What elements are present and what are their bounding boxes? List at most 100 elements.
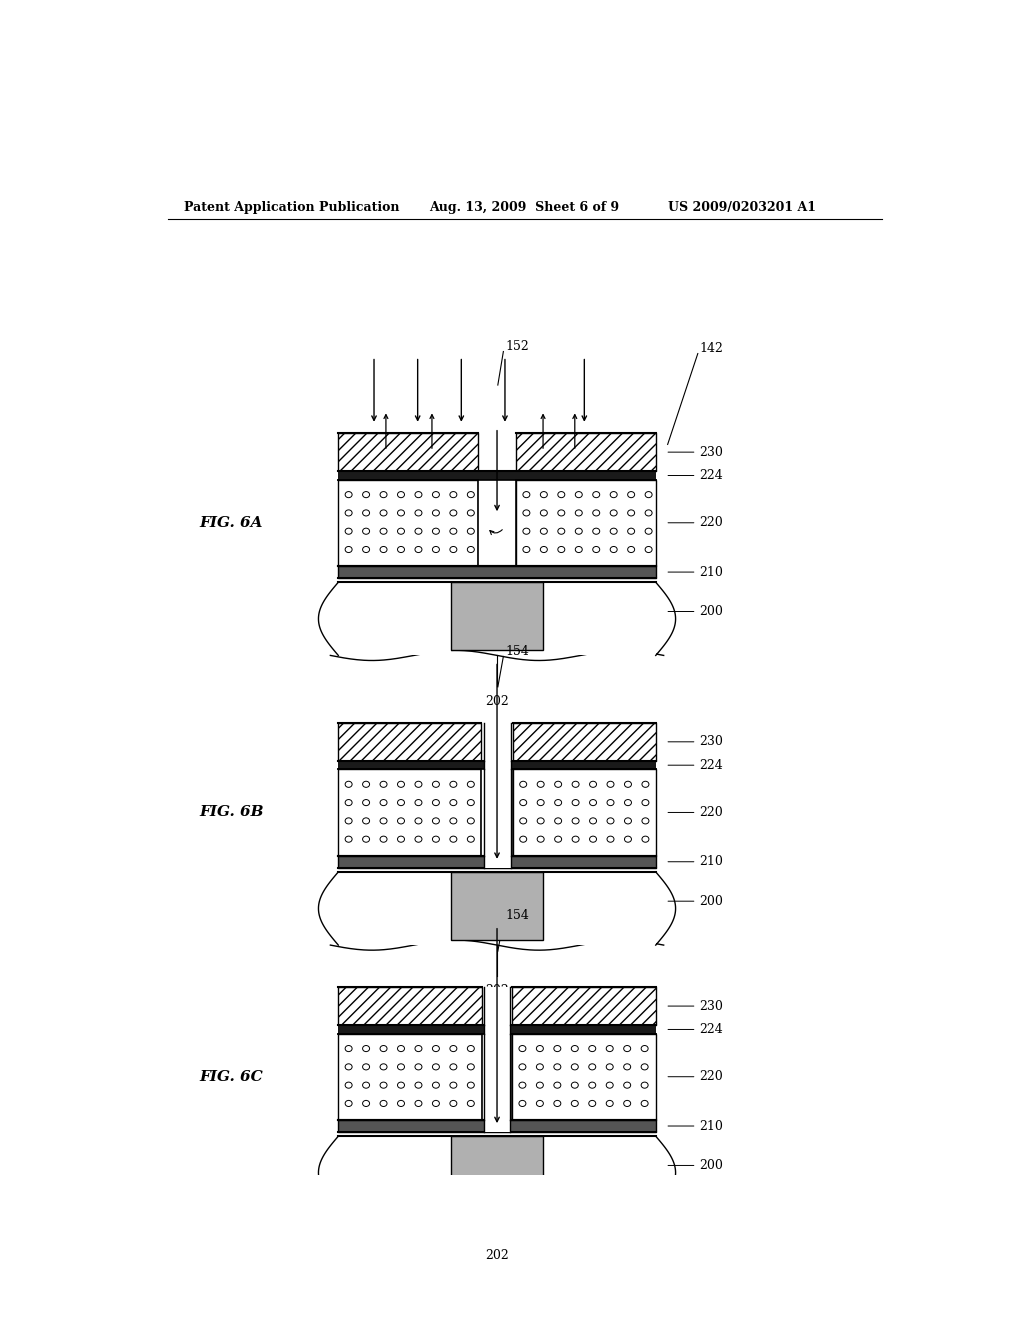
- Ellipse shape: [467, 1064, 474, 1071]
- Bar: [483, 770, 511, 855]
- Ellipse shape: [415, 546, 422, 553]
- Ellipse shape: [362, 818, 370, 824]
- Ellipse shape: [520, 818, 526, 824]
- Ellipse shape: [397, 510, 404, 516]
- Ellipse shape: [397, 1101, 404, 1106]
- Ellipse shape: [641, 1101, 648, 1106]
- Ellipse shape: [523, 546, 529, 553]
- Bar: [482, 1034, 512, 1119]
- Bar: [484, 1026, 510, 1034]
- Ellipse shape: [467, 781, 474, 787]
- Ellipse shape: [450, 1082, 457, 1088]
- Ellipse shape: [590, 836, 597, 842]
- Ellipse shape: [558, 510, 565, 516]
- Bar: [338, 1137, 451, 1209]
- Bar: [484, 987, 510, 1026]
- Ellipse shape: [641, 1045, 648, 1052]
- Ellipse shape: [537, 1101, 544, 1106]
- Ellipse shape: [450, 510, 457, 516]
- Ellipse shape: [575, 510, 583, 516]
- Ellipse shape: [362, 546, 370, 553]
- Ellipse shape: [575, 491, 583, 498]
- Bar: [543, 582, 655, 656]
- Ellipse shape: [467, 836, 474, 842]
- Ellipse shape: [606, 1045, 613, 1052]
- Ellipse shape: [571, 1045, 579, 1052]
- Ellipse shape: [519, 1082, 526, 1088]
- Ellipse shape: [450, 546, 457, 553]
- Ellipse shape: [589, 1082, 596, 1088]
- Bar: [513, 722, 655, 762]
- Ellipse shape: [593, 510, 600, 516]
- Bar: [338, 855, 655, 867]
- Ellipse shape: [467, 800, 474, 805]
- Ellipse shape: [397, 528, 404, 535]
- Ellipse shape: [555, 818, 561, 824]
- Ellipse shape: [450, 836, 457, 842]
- Text: 230: 230: [668, 446, 723, 458]
- Ellipse shape: [345, 836, 352, 842]
- Ellipse shape: [450, 491, 457, 498]
- Ellipse shape: [345, 1101, 352, 1106]
- Bar: [483, 855, 511, 867]
- Ellipse shape: [450, 800, 457, 805]
- Ellipse shape: [397, 781, 404, 787]
- Bar: [338, 873, 451, 945]
- Ellipse shape: [345, 491, 352, 498]
- Ellipse shape: [607, 836, 614, 842]
- Ellipse shape: [590, 800, 597, 805]
- Text: 230: 230: [668, 735, 723, 748]
- Ellipse shape: [593, 528, 600, 535]
- Bar: [338, 762, 655, 770]
- Bar: [543, 1137, 655, 1209]
- Ellipse shape: [432, 818, 439, 824]
- Ellipse shape: [362, 1064, 370, 1071]
- Text: 202: 202: [485, 694, 509, 708]
- Ellipse shape: [450, 1045, 457, 1052]
- Ellipse shape: [520, 836, 526, 842]
- Ellipse shape: [541, 510, 548, 516]
- Bar: [338, 987, 482, 1026]
- Ellipse shape: [555, 800, 561, 805]
- Ellipse shape: [432, 546, 439, 553]
- Ellipse shape: [432, 510, 439, 516]
- Text: 142: 142: [699, 342, 723, 355]
- Ellipse shape: [572, 818, 580, 824]
- Ellipse shape: [537, 1064, 544, 1071]
- Bar: [483, 762, 511, 770]
- Ellipse shape: [432, 1045, 439, 1052]
- Ellipse shape: [450, 818, 457, 824]
- Ellipse shape: [467, 818, 474, 824]
- Ellipse shape: [345, 528, 352, 535]
- Ellipse shape: [593, 491, 600, 498]
- Ellipse shape: [397, 546, 404, 553]
- Ellipse shape: [641, 1064, 648, 1071]
- Ellipse shape: [628, 491, 635, 498]
- Text: 220: 220: [668, 807, 723, 818]
- Ellipse shape: [362, 781, 370, 787]
- Ellipse shape: [467, 1082, 474, 1088]
- Text: US 2009/0203201 A1: US 2009/0203201 A1: [668, 201, 816, 214]
- Bar: [516, 479, 655, 566]
- Ellipse shape: [397, 491, 404, 498]
- Ellipse shape: [523, 510, 529, 516]
- Ellipse shape: [415, 510, 422, 516]
- Ellipse shape: [519, 1101, 526, 1106]
- Ellipse shape: [345, 800, 352, 805]
- Ellipse shape: [397, 818, 404, 824]
- Ellipse shape: [523, 491, 529, 498]
- Ellipse shape: [641, 1082, 648, 1088]
- Ellipse shape: [558, 546, 565, 553]
- Text: 230: 230: [668, 999, 723, 1012]
- Bar: [512, 987, 655, 1026]
- Ellipse shape: [624, 1045, 631, 1052]
- Ellipse shape: [380, 781, 387, 787]
- Bar: [338, 433, 478, 471]
- Text: 200: 200: [668, 895, 723, 908]
- Text: FIG. 6B: FIG. 6B: [199, 805, 263, 820]
- Ellipse shape: [415, 781, 422, 787]
- Ellipse shape: [610, 546, 617, 553]
- Bar: [338, 1034, 482, 1119]
- Ellipse shape: [610, 491, 617, 498]
- Ellipse shape: [415, 818, 422, 824]
